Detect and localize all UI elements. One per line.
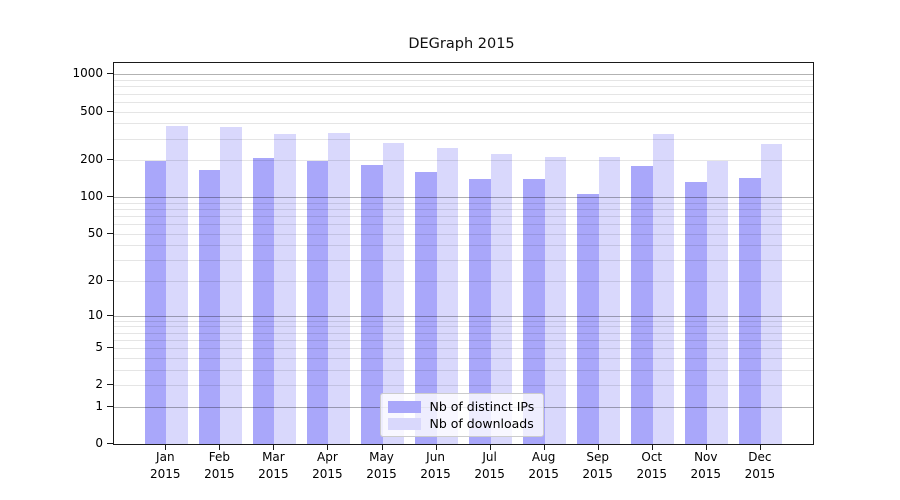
x-tick-mark <box>381 444 383 450</box>
y-tick-mark <box>106 347 113 349</box>
bar-sep-downloads <box>598 157 621 444</box>
bar-aug-distinct-ips <box>523 178 545 444</box>
x-tick-mark <box>651 444 653 450</box>
y-tick-label: 1 <box>95 398 103 413</box>
bar-oct-distinct-ips <box>631 165 653 444</box>
y-tick-label: 100 <box>80 189 103 204</box>
plot-area: Nb of distinct IPs Nb of downloads <box>112 62 814 445</box>
bar-feb-distinct-ips <box>198 170 221 444</box>
bar-nov-downloads <box>706 161 729 444</box>
y-tick-label: 50 <box>87 225 103 240</box>
x-tick-label-apr: Apr 2015 <box>312 450 343 481</box>
bar-jun-downloads <box>436 148 459 444</box>
bar-jun-distinct-ips <box>415 171 437 444</box>
y-tick-label: 20 <box>87 273 103 288</box>
y-tick-label: 10 <box>87 307 103 322</box>
x-tick-mark <box>435 444 437 450</box>
y-tick-mark <box>106 384 113 386</box>
y-tick-label: 500 <box>80 103 103 118</box>
x-tick-label-dec: Dec 2015 <box>744 450 776 481</box>
y-tick-mark <box>106 232 113 234</box>
x-tick-mark <box>489 444 491 450</box>
bar-dec-distinct-ips <box>739 178 761 444</box>
bar-jan-downloads <box>166 126 188 444</box>
x-tick-label-sep: Sep 2015 <box>582 450 613 481</box>
x-tick-label-mar: Mar 2015 <box>258 450 289 481</box>
y-tick-mark <box>106 314 113 316</box>
bars-layer <box>114 63 813 444</box>
bar-apr-distinct-ips <box>306 161 329 444</box>
x-tick-label-aug: Aug 2015 <box>528 450 559 481</box>
legend: Nb of distinct IPs Nb of downloads <box>379 393 544 437</box>
x-tick-mark <box>165 444 167 450</box>
y-tick-mark <box>106 405 113 407</box>
x-tick-label-feb: Feb 2015 <box>204 450 235 481</box>
bar-dec-downloads <box>760 144 783 444</box>
legend-row-downloads: Nb of downloads <box>387 415 543 431</box>
y-tick-label: 200 <box>80 152 103 167</box>
x-tick-mark <box>543 444 545 450</box>
y-tick-label: 0 <box>95 436 103 450</box>
legend-swatch-distinct-ips <box>387 400 421 413</box>
bar-may-distinct-ips <box>361 164 383 444</box>
bar-apr-downloads <box>328 133 350 444</box>
y-tick-label: 1000 <box>72 66 103 81</box>
x-tick-label-jul: Jul 2015 <box>474 450 505 481</box>
bar-sep-distinct-ips <box>577 193 599 444</box>
y-tick-mark <box>106 280 113 282</box>
y-tick-mark <box>106 110 113 112</box>
bar-mar-downloads <box>274 133 296 444</box>
y-tick-mark <box>106 159 113 161</box>
x-tick-mark <box>327 444 329 450</box>
legend-row-distinct-ips: Nb of distinct IPs <box>387 398 543 414</box>
bar-jul-downloads <box>490 153 513 444</box>
x-tick-label-oct: Oct 2015 <box>636 450 668 481</box>
x-tick-mark <box>597 444 599 450</box>
bar-feb-downloads <box>220 127 242 444</box>
x-tick-label-may: May 2015 <box>366 450 397 481</box>
y-tick-mark <box>106 196 113 198</box>
y-tick-label: 5 <box>95 340 103 355</box>
bar-jul-distinct-ips <box>469 179 491 444</box>
bar-nov-distinct-ips <box>685 181 707 444</box>
y-tick-mark <box>106 443 113 444</box>
x-tick-mark <box>705 444 707 450</box>
bar-aug-downloads <box>544 157 567 444</box>
x-tick-mark <box>219 444 221 450</box>
x-tick-label-jun: Jun 2015 <box>420 450 451 481</box>
legend-swatch-downloads <box>387 417 421 430</box>
y-tick-label: 2 <box>95 377 103 392</box>
bar-may-downloads <box>382 142 404 444</box>
legend-label-distinct-ips: Nb of distinct IPs <box>429 398 535 414</box>
y-tick-mark <box>106 73 113 75</box>
chart-title: DEGraph 2015 <box>408 36 515 52</box>
legend-label-downloads: Nb of downloads <box>429 415 534 431</box>
bar-mar-distinct-ips <box>252 158 275 444</box>
bar-jan-distinct-ips <box>144 161 167 444</box>
bar-oct-downloads <box>652 133 675 444</box>
x-tick-mark <box>759 444 761 450</box>
x-tick-label-jan: Jan 2015 <box>150 450 181 481</box>
x-tick-mark <box>273 444 275 450</box>
x-tick-label-nov: Nov 2015 <box>690 450 722 481</box>
